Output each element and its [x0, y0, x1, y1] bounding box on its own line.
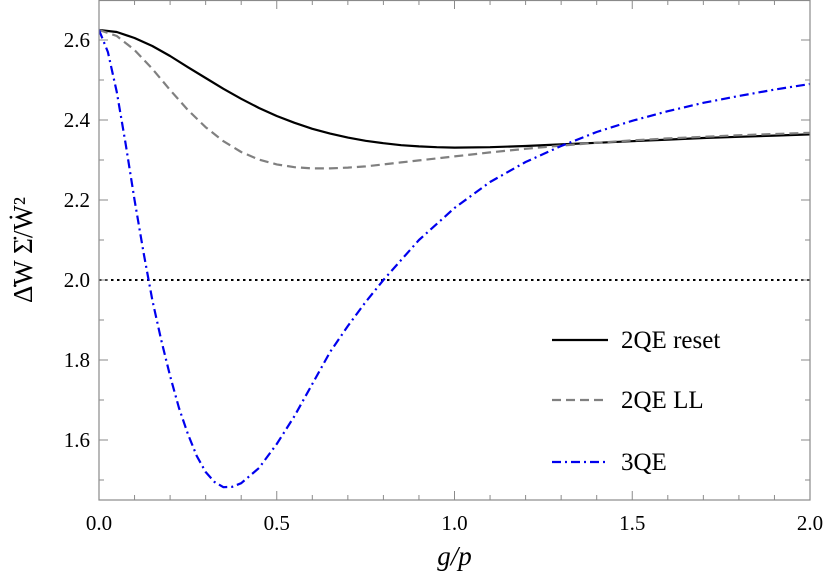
legend-label-1: 2QE reset [621, 327, 720, 354]
series-line-2 [99, 28, 810, 170]
y-tick-label: 2.0 [64, 268, 90, 292]
x-tick-label: 1.0 [441, 511, 467, 535]
x-axis-label: g/p [437, 541, 472, 571]
y-tick-label: 1.6 [64, 428, 90, 452]
series-line-1 [99, 28, 810, 149]
legend-label-2: 2QE LL [621, 387, 704, 414]
y-tick-label: 1.8 [64, 348, 90, 372]
y-tick-label: 2.6 [64, 28, 90, 52]
series-line-3 [99, 29, 810, 489]
y-axis-label: Δ̇W Σ̇/Ẇ² [8, 197, 38, 303]
y-tick-label: 2.2 [64, 188, 90, 212]
x-tick-label: 2.0 [797, 511, 823, 535]
x-tick-label: 0.5 [264, 511, 290, 535]
legend-label-3: 3QE [621, 449, 667, 476]
x-tick-label: 0.0 [86, 511, 112, 535]
y-tick-label: 2.4 [64, 108, 91, 132]
x-tick-label: 1.5 [619, 511, 645, 535]
plot-frame [98, 0, 811, 501]
